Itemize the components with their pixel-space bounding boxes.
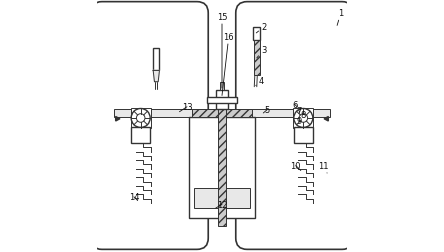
Bar — [253, 27, 260, 41]
Bar — [217, 91, 227, 110]
Text: 3: 3 — [257, 46, 267, 59]
Text: 9: 9 — [297, 117, 301, 126]
Text: 4: 4 — [256, 77, 264, 86]
Polygon shape — [324, 117, 329, 121]
Text: 16: 16 — [222, 33, 234, 96]
Text: 5: 5 — [263, 106, 270, 115]
Bar — [192, 110, 252, 117]
Text: 6: 6 — [292, 100, 297, 109]
Text: 14: 14 — [129, 193, 139, 202]
Bar — [221, 82, 223, 91]
Polygon shape — [115, 117, 120, 121]
Bar — [153, 49, 159, 71]
FancyBboxPatch shape — [236, 3, 353, 249]
Bar — [294, 127, 313, 143]
Text: 11: 11 — [318, 161, 329, 173]
Text: 2: 2 — [256, 23, 267, 34]
FancyBboxPatch shape — [91, 3, 208, 249]
Bar — [293, 109, 313, 128]
Bar — [115, 110, 329, 117]
Bar — [254, 41, 260, 76]
Text: 12: 12 — [216, 200, 227, 209]
Text: 7: 7 — [296, 107, 301, 115]
Text: 15: 15 — [217, 13, 227, 89]
Polygon shape — [153, 71, 159, 82]
Text: 13: 13 — [179, 103, 192, 112]
Bar — [194, 188, 250, 208]
Bar — [207, 98, 237, 104]
Bar — [218, 110, 226, 226]
Bar — [190, 117, 254, 218]
Text: 8: 8 — [301, 110, 306, 119]
Text: 1: 1 — [337, 9, 344, 26]
Bar — [131, 109, 151, 128]
Text: 10: 10 — [290, 161, 301, 171]
Bar — [131, 127, 150, 143]
